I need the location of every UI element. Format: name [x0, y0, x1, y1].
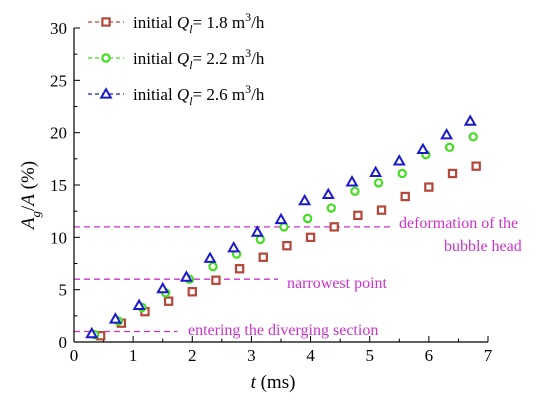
x-tick-label: 4: [306, 346, 315, 365]
data-point: [471, 161, 481, 171]
data-point: [329, 222, 339, 232]
x-tick-label: 0: [70, 346, 79, 365]
data-point: [326, 203, 336, 213]
y-tick-label: 5: [59, 281, 68, 300]
legend-label: initial Ql= 2.2 m3/h: [133, 46, 265, 72]
data-point: [447, 168, 458, 179]
annotation-label: bubble head: [444, 238, 522, 255]
data-point: [85, 326, 99, 339]
legend: initial Ql= 1.8 m3/h initial Ql= 2.2 m3/h…: [88, 10, 265, 108]
data-point: [350, 186, 360, 196]
data-point: [132, 298, 146, 310]
legend-marker: [99, 87, 113, 99]
y-tick-label: 10: [50, 228, 67, 247]
data-point: [179, 270, 193, 282]
data-point: [321, 187, 335, 200]
data-point: [203, 251, 217, 263]
annotation-label: deformation of the: [399, 215, 518, 232]
plot-area: 0 1 2 3 4 5 6 7 0 5 10 15 20 25 30 t (ms) Ag/A (%) initia…: [18, 10, 522, 393]
data-point: [369, 165, 383, 178]
data-point: [353, 210, 363, 221]
y-tick-label: 20: [50, 124, 67, 143]
data-point: [227, 240, 241, 253]
legend-marker: [101, 17, 111, 27]
y-tick-label: 25: [50, 71, 67, 90]
data-point: [156, 281, 170, 294]
y-tick-label: 0: [59, 333, 68, 352]
data-point: [211, 275, 221, 285]
data-point: [392, 154, 406, 166]
y-tick-label: 15: [50, 176, 67, 195]
series-1: [95, 161, 481, 341]
x-tick-label: 7: [484, 346, 493, 365]
x-tick-label: 6: [425, 346, 434, 365]
annotation-label: entering the diverging section: [188, 322, 378, 339]
series-3: [85, 114, 477, 339]
data-point: [258, 252, 268, 262]
data-point: [274, 212, 288, 225]
data-point: [373, 178, 384, 188]
data-point: [302, 213, 313, 224]
data-point: [187, 287, 197, 297]
legend-marker: [101, 53, 111, 63]
data-point: [282, 241, 292, 251]
annotation-label: narrowest point: [287, 275, 388, 292]
data-point: [163, 296, 174, 306]
data-point: [108, 312, 122, 324]
data-point: [279, 222, 289, 232]
data-point: [440, 127, 454, 140]
x-tick-label: 1: [129, 346, 138, 365]
x-tick-label: 5: [365, 346, 374, 365]
x-tick-label: 3: [247, 346, 256, 365]
legend-label: initial Ql= 2.6 m3/h: [133, 82, 265, 108]
data-point: [234, 264, 245, 274]
y-tick-label: 30: [50, 19, 67, 38]
data-point: [305, 232, 316, 243]
x-axis-title: t (ms): [251, 372, 296, 393]
data-point: [444, 142, 455, 153]
data-point: [298, 193, 312, 206]
x-tick-label: 2: [188, 346, 197, 365]
data-point: [468, 132, 478, 142]
data-point: [416, 142, 430, 155]
data-point: [255, 234, 265, 245]
data-point: [345, 175, 359, 187]
data-point: [376, 205, 387, 215]
data-point: [463, 114, 477, 126]
y-axis-title: Ag/A (%): [18, 161, 43, 231]
data-point: [208, 261, 218, 272]
data-point: [397, 168, 407, 179]
data-point: [424, 182, 434, 192]
legend-label: initial Ql= 1.8 m3/h: [133, 10, 265, 36]
data-point: [400, 191, 410, 202]
data-point: [250, 225, 264, 237]
